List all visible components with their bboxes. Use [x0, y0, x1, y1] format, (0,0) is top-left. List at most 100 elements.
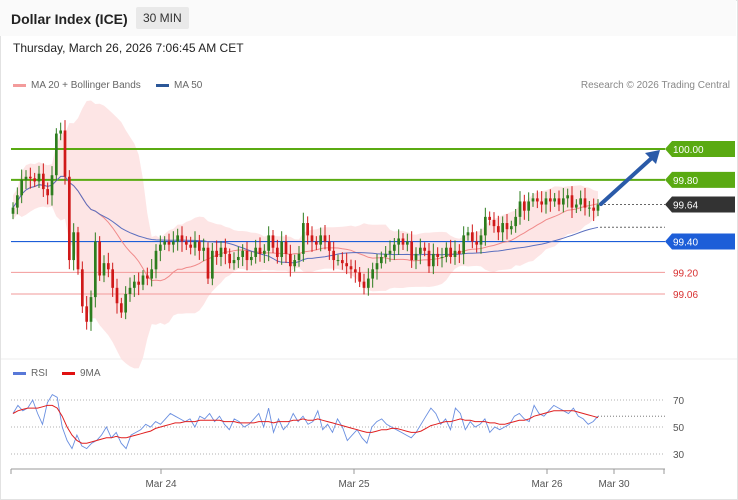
candle: [492, 212, 496, 233]
candle-body: [561, 198, 565, 205]
candle-body: [106, 263, 110, 270]
candle: [301, 212, 305, 262]
forecast-arrow-shaft: [599, 154, 656, 206]
level-label-box: [665, 233, 735, 250]
candle-body: [579, 198, 583, 205]
candle-body: [232, 260, 236, 264]
candle-body: [262, 250, 266, 254]
ma50-legend-label: MA 50: [174, 80, 203, 91]
candle: [535, 190, 539, 209]
candle: [457, 244, 461, 263]
candle-body: [150, 269, 154, 279]
candle: [570, 186, 574, 218]
candle-body: [184, 241, 188, 245]
chart-header: Dollar Index (ICE) 30 MIN: [0, 0, 736, 36]
candle-body: [384, 253, 388, 257]
candle-body: [236, 256, 240, 261]
candle: [466, 226, 470, 241]
candle-body: [306, 223, 310, 236]
candle-body: [154, 250, 158, 270]
candle-body: [379, 256, 383, 264]
ma20-legend-label: MA 20 + Bollinger Bands: [31, 80, 141, 91]
candle: [223, 238, 227, 265]
ma50-line: [12, 175, 599, 264]
candle: [145, 267, 149, 286]
ma20-line: [12, 175, 599, 282]
candle-body: [93, 241, 97, 298]
candle: [496, 215, 500, 241]
timeframe-badge[interactable]: 30 MIN: [136, 7, 189, 29]
candle: [137, 272, 141, 296]
candle-body: [323, 235, 327, 242]
level-label-99-20: 99.20: [673, 268, 698, 279]
candle-body: [258, 247, 262, 254]
candle-body: [410, 241, 414, 261]
candle-body: [353, 269, 357, 273]
candle-body: [63, 130, 67, 177]
candle-body: [401, 238, 405, 245]
candle-body: [202, 247, 206, 251]
candle-body: [462, 235, 466, 254]
candle: [124, 286, 128, 320]
candle-body: [583, 198, 587, 208]
candle: [553, 192, 557, 207]
candle: [89, 290, 93, 331]
candle: [405, 233, 409, 252]
candle: [154, 244, 158, 279]
candle-body: [570, 195, 574, 208]
candle-body: [293, 260, 297, 267]
candle: [509, 220, 513, 235]
candle: [579, 190, 583, 212]
candle-body: [137, 281, 141, 285]
candle: [46, 182, 50, 205]
candle: [371, 262, 375, 288]
x-tick-label: Mar 24: [145, 479, 177, 490]
candle-body: [483, 216, 487, 236]
candle: [258, 237, 262, 262]
x-tick-label: Mar 30: [598, 479, 630, 490]
candle-body: [319, 235, 323, 245]
candle-body: [275, 247, 279, 257]
candle-body: [54, 133, 58, 176]
candle: [267, 226, 271, 262]
candle-body: [20, 179, 24, 196]
candle: [106, 252, 110, 278]
candle-body: [124, 294, 128, 313]
candle: [275, 239, 279, 264]
candle-body: [241, 250, 245, 257]
candle: [592, 198, 596, 222]
candle-body: [496, 226, 500, 233]
main-legend-ma50: MA 50: [156, 80, 202, 91]
candle: [11, 202, 15, 220]
candle-body: [427, 250, 431, 267]
candle: [15, 187, 19, 215]
rsi-legend-9ma: 9MA: [62, 368, 101, 379]
candle: [522, 194, 526, 220]
candle: [306, 216, 310, 245]
candle-body: [509, 226, 513, 230]
level-label-99-06: 99.06: [673, 290, 698, 301]
candle-body: [167, 241, 171, 245]
candle: [531, 192, 535, 207]
candle-body: [544, 198, 548, 205]
candle-body: [418, 247, 422, 254]
candle: [583, 188, 587, 216]
candle-body: [423, 247, 427, 251]
candle: [488, 211, 492, 226]
candle-body: [440, 256, 444, 258]
candle-body: [540, 201, 544, 205]
candle: [397, 229, 401, 255]
candle-body: [574, 204, 578, 208]
candle-body: [466, 232, 470, 236]
candle: [297, 246, 301, 267]
candle: [414, 247, 418, 270]
candle: [453, 240, 457, 265]
candle-body: [41, 173, 45, 190]
level-label-box: [665, 171, 735, 188]
candle: [206, 242, 210, 284]
candle: [254, 239, 258, 264]
candle: [401, 233, 405, 251]
candle-body: [297, 253, 301, 261]
candle: [176, 228, 180, 251]
ma50-swatch: [156, 83, 169, 87]
